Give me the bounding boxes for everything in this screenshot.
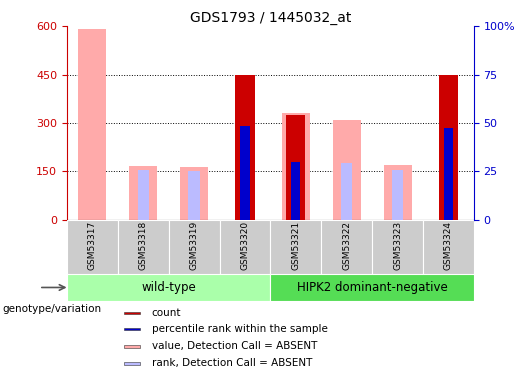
Bar	[392, 170, 403, 219]
Bar	[439, 75, 458, 219]
Bar	[270, 274, 474, 301]
Bar	[129, 166, 157, 219]
Text: GSM53322: GSM53322	[342, 221, 351, 270]
Text: count: count	[152, 308, 181, 318]
Bar	[124, 328, 140, 330]
Bar	[118, 219, 169, 274]
Bar	[384, 165, 411, 219]
Bar	[444, 128, 453, 219]
Bar	[286, 115, 305, 219]
Bar	[138, 170, 149, 219]
Bar	[180, 167, 208, 219]
Bar	[67, 219, 118, 274]
Text: GSM53324: GSM53324	[444, 221, 453, 270]
Bar	[270, 219, 321, 274]
Bar	[241, 126, 250, 219]
Bar	[291, 162, 300, 219]
Text: GSM53318: GSM53318	[139, 221, 148, 270]
Bar	[341, 163, 352, 219]
Text: GSM53320: GSM53320	[241, 221, 249, 270]
Text: GSM53323: GSM53323	[393, 221, 402, 270]
Bar	[219, 219, 270, 274]
Bar	[124, 312, 140, 315]
Bar	[188, 171, 200, 219]
Bar	[372, 219, 423, 274]
Text: GSM53317: GSM53317	[88, 221, 97, 270]
Text: GSM53321: GSM53321	[291, 221, 300, 270]
Text: HIPK2 dominant-negative: HIPK2 dominant-negative	[297, 281, 448, 294]
Bar	[333, 120, 360, 219]
Text: value, Detection Call = ABSENT: value, Detection Call = ABSENT	[152, 341, 317, 351]
Bar	[282, 113, 310, 219]
Text: wild-type: wild-type	[141, 281, 196, 294]
Bar	[67, 274, 270, 301]
Bar	[124, 345, 140, 348]
Title: GDS1793 / 1445032_at: GDS1793 / 1445032_at	[190, 11, 351, 25]
Text: genotype/variation: genotype/variation	[3, 304, 101, 314]
Text: rank, Detection Call = ABSENT: rank, Detection Call = ABSENT	[152, 358, 312, 368]
Bar	[321, 219, 372, 274]
Bar	[124, 362, 140, 365]
Bar	[78, 30, 107, 219]
Bar	[235, 75, 254, 219]
Text: percentile rank within the sample: percentile rank within the sample	[152, 324, 328, 334]
Text: GSM53319: GSM53319	[190, 221, 199, 270]
Bar	[169, 219, 219, 274]
Bar	[423, 219, 474, 274]
